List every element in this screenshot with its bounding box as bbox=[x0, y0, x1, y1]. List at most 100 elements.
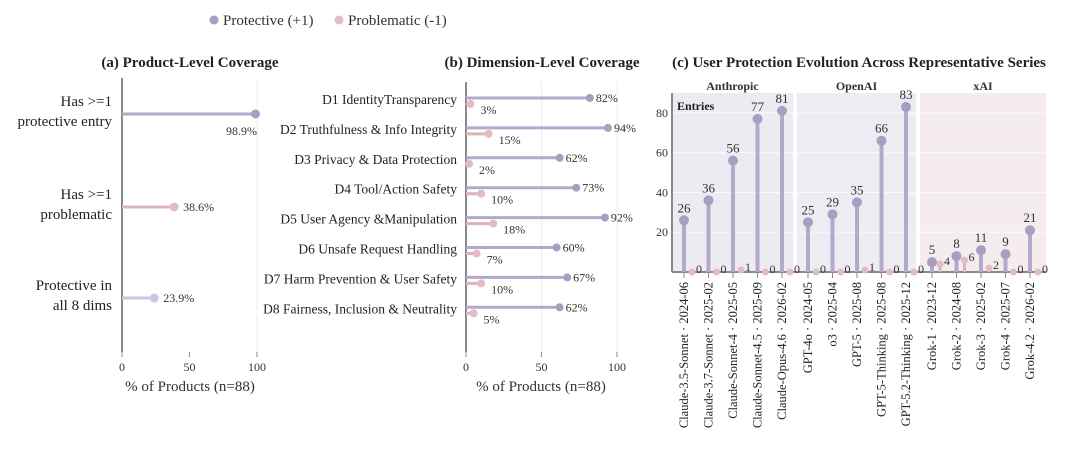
panel-a-xlabel: % of Products (n=88) bbox=[125, 379, 255, 395]
y-tick-label: 20 bbox=[656, 225, 668, 239]
x-tick-label: 100 bbox=[608, 360, 626, 374]
problematic-value-label: 0 bbox=[918, 262, 924, 276]
protective-dot bbox=[563, 273, 572, 282]
problematic-dot bbox=[484, 129, 493, 138]
problematic-value-label: 15% bbox=[499, 133, 521, 147]
problematic-value-label: 10% bbox=[491, 282, 513, 296]
value-label: 23.9% bbox=[163, 291, 194, 305]
protective-dot bbox=[777, 105, 787, 116]
panel-b-xlabel: % of Products (n=88) bbox=[476, 379, 606, 395]
problematic-value-label: 10% bbox=[491, 193, 513, 207]
protective-value-label: 36 bbox=[702, 180, 716, 195]
y-tick-label: 60 bbox=[656, 146, 668, 160]
protective-dot bbox=[1025, 225, 1035, 236]
protective-value-label: 73% bbox=[582, 181, 604, 195]
category-label: D2 Truthfulness & Info Integrity bbox=[280, 122, 457, 137]
bar-dot bbox=[149, 293, 159, 303]
protective-value-label: 26 bbox=[678, 200, 692, 215]
problematic-dot bbox=[472, 249, 481, 258]
protective-dot bbox=[679, 215, 689, 226]
protective-dot bbox=[901, 101, 911, 112]
problematic-value-label: 0 bbox=[1042, 262, 1048, 276]
protective-dot bbox=[552, 243, 561, 252]
problematic-value-label: 0 bbox=[794, 262, 800, 276]
problematic-value-label: 0 bbox=[721, 262, 727, 276]
category-label: D8 Fairness, Inclusion & Neutrality bbox=[263, 301, 457, 316]
x-tick-label: 100 bbox=[248, 360, 266, 374]
protective-value-label: 62% bbox=[566, 300, 588, 314]
protective-dot bbox=[927, 257, 937, 268]
x-tick-label: 0 bbox=[463, 360, 469, 374]
protective-value-label: 62% bbox=[566, 151, 588, 165]
problematic-value-label: 1 bbox=[869, 260, 875, 274]
problematic-dot bbox=[861, 266, 869, 274]
problematic-value-label: 0 bbox=[770, 262, 776, 276]
protective-value-label: 11 bbox=[975, 230, 988, 245]
problematic-value-label: 0 bbox=[696, 262, 702, 276]
problematic-dot bbox=[489, 219, 498, 228]
problematic-value-label: 2% bbox=[479, 163, 495, 177]
legend: Protective (+1) Problematic (-1) bbox=[209, 13, 447, 29]
protective-dot bbox=[728, 155, 738, 166]
problematic-dot bbox=[737, 266, 745, 274]
protective-dot bbox=[703, 195, 714, 206]
protective-value-label: 82% bbox=[596, 91, 618, 105]
protective-dot bbox=[876, 135, 887, 146]
problematic-dot bbox=[477, 279, 486, 288]
legend-problematic-marker bbox=[334, 15, 344, 25]
problematic-value-label: 2 bbox=[993, 258, 999, 272]
category-label: D6 Unsafe Request Handling bbox=[298, 242, 457, 257]
problematic-dot bbox=[837, 268, 844, 276]
category-label: D4 Tool/Action Safety bbox=[334, 182, 457, 197]
x-tick-label: 50 bbox=[184, 360, 196, 374]
x-tick-label: Claude-Sonnet-4.5 · 2025-09 bbox=[751, 282, 765, 428]
problematic-value-label: 0 bbox=[845, 262, 851, 276]
entries-annotation: Entries bbox=[677, 99, 715, 113]
problematic-dot bbox=[466, 100, 475, 108]
protective-value-label: 29 bbox=[826, 194, 839, 209]
category-label: protective entry bbox=[17, 114, 112, 130]
legend-protective-marker bbox=[209, 15, 219, 25]
panel-a-product-coverage: 0 50 100 Has >=1 protective entry 98.9% Has >=… bbox=[17, 78, 266, 374]
problematic-dot bbox=[469, 309, 478, 318]
legend-protective-label: Protective (+1) bbox=[223, 13, 314, 29]
x-tick-label: Grok-4 · 2025-07 bbox=[999, 282, 1013, 370]
group-label: xAI bbox=[973, 79, 993, 93]
problematic-value-label: 7% bbox=[487, 253, 503, 267]
problematic-value-label: 0 bbox=[894, 262, 900, 276]
problematic-value-label: 1 bbox=[745, 260, 751, 274]
protective-value-label: 25 bbox=[802, 202, 815, 217]
problematic-dot bbox=[1010, 268, 1017, 276]
x-tick-label: GPT-5 · 2025-08 bbox=[850, 282, 864, 367]
bar-dot bbox=[169, 202, 179, 212]
protective-value-label: 77 bbox=[751, 99, 765, 114]
panel-a-title: (a) Product-Level Coverage bbox=[101, 55, 279, 71]
problematic-value-label: 3% bbox=[481, 103, 497, 117]
protective-dot bbox=[803, 217, 813, 228]
problematic-dot bbox=[465, 159, 474, 168]
panel-b-title: (b) Dimension-Level Coverage bbox=[445, 55, 640, 71]
protective-dot bbox=[600, 213, 609, 222]
problematic-dot bbox=[936, 260, 944, 268]
group-background bbox=[920, 93, 1046, 272]
protective-dot bbox=[585, 94, 594, 102]
problematic-dot bbox=[812, 268, 820, 276]
problematic-value-label: 0 bbox=[1018, 262, 1024, 276]
x-tick-label: Claude-Opus-4.6 · 2026-02 bbox=[775, 282, 789, 420]
panel-c-title: (c) User Protection Evolution Across Rep… bbox=[672, 55, 1046, 71]
problematic-value-label: 18% bbox=[503, 223, 525, 237]
category-label: problematic bbox=[40, 207, 112, 223]
protective-dot bbox=[572, 183, 581, 192]
problematic-dot bbox=[910, 268, 918, 276]
protective-value-label: 5 bbox=[929, 242, 936, 257]
panel-b-dimension-coverage: 0 50 100 D1 IdentityTransparency 82% 3% D2 Tru… bbox=[263, 82, 636, 374]
x-tick-label: Grok-3 · 2025-02 bbox=[974, 282, 988, 370]
category-label: D1 IdentityTransparency bbox=[322, 92, 457, 107]
x-tick-label: GPT-5-Thinking · 2025-08 bbox=[875, 282, 889, 417]
group-label: OpenAI bbox=[836, 79, 878, 93]
protective-dot bbox=[976, 245, 986, 256]
x-tick-label: 0 bbox=[119, 360, 125, 374]
category-label: all 8 dims bbox=[53, 298, 112, 314]
problematic-dot bbox=[985, 264, 993, 272]
